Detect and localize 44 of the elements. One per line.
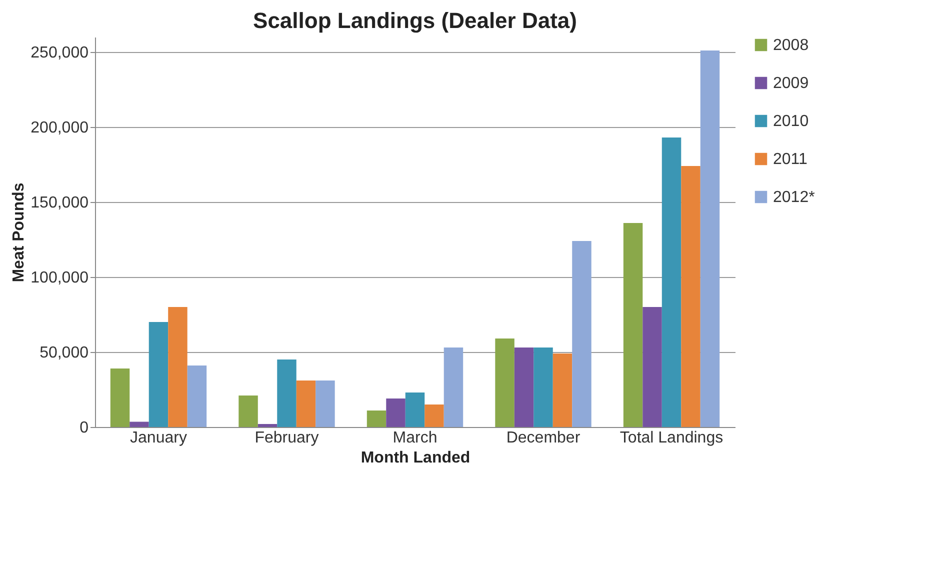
bar [405,392,425,427]
bar [316,380,335,427]
bar [296,380,316,427]
bar [258,424,278,427]
x-tick-label: February [254,430,319,446]
x-axis-title: Month Landed [360,450,470,466]
x-tick-label: December [506,430,581,446]
legend-label: 2010 [773,113,809,130]
chart-title: Scallop Landings (Dealer Data) [253,8,577,33]
bar [623,223,643,427]
bar [642,307,662,427]
y-tick-label: 250,000 [30,44,89,62]
bar [662,138,682,427]
bar [681,166,700,427]
legend-label: 2011 [773,151,808,168]
bar [110,368,130,427]
bar [552,354,572,427]
bar [514,348,534,427]
x-tick-label: January [130,430,187,446]
bar [238,396,258,427]
legend-label: 2008 [773,37,809,54]
y-tick-label: 200,000 [30,120,89,136]
y-tick-label: 100,000 [30,270,89,286]
bar [424,404,444,427]
y-tick-label: 50,000 [40,344,89,362]
bar [444,348,464,427]
x-tick-label: March [392,430,438,446]
x-tick-label: Total Landings [620,430,724,446]
y-tick-label: 150,000 [30,194,89,212]
y-axis-title: Meat Pounds [10,182,28,282]
legend-label: 2009 [773,75,809,92]
bar [700,50,720,427]
legend-label: 2012* [773,189,815,206]
bar [386,398,406,427]
bar [130,422,149,427]
bar [534,348,553,427]
bar [572,241,592,427]
bar [148,322,168,427]
bar [277,360,296,427]
y-tick-label: 0 [80,420,89,436]
bar [366,410,386,427]
bar [187,366,207,427]
bar [168,307,188,427]
bar [495,338,514,427]
